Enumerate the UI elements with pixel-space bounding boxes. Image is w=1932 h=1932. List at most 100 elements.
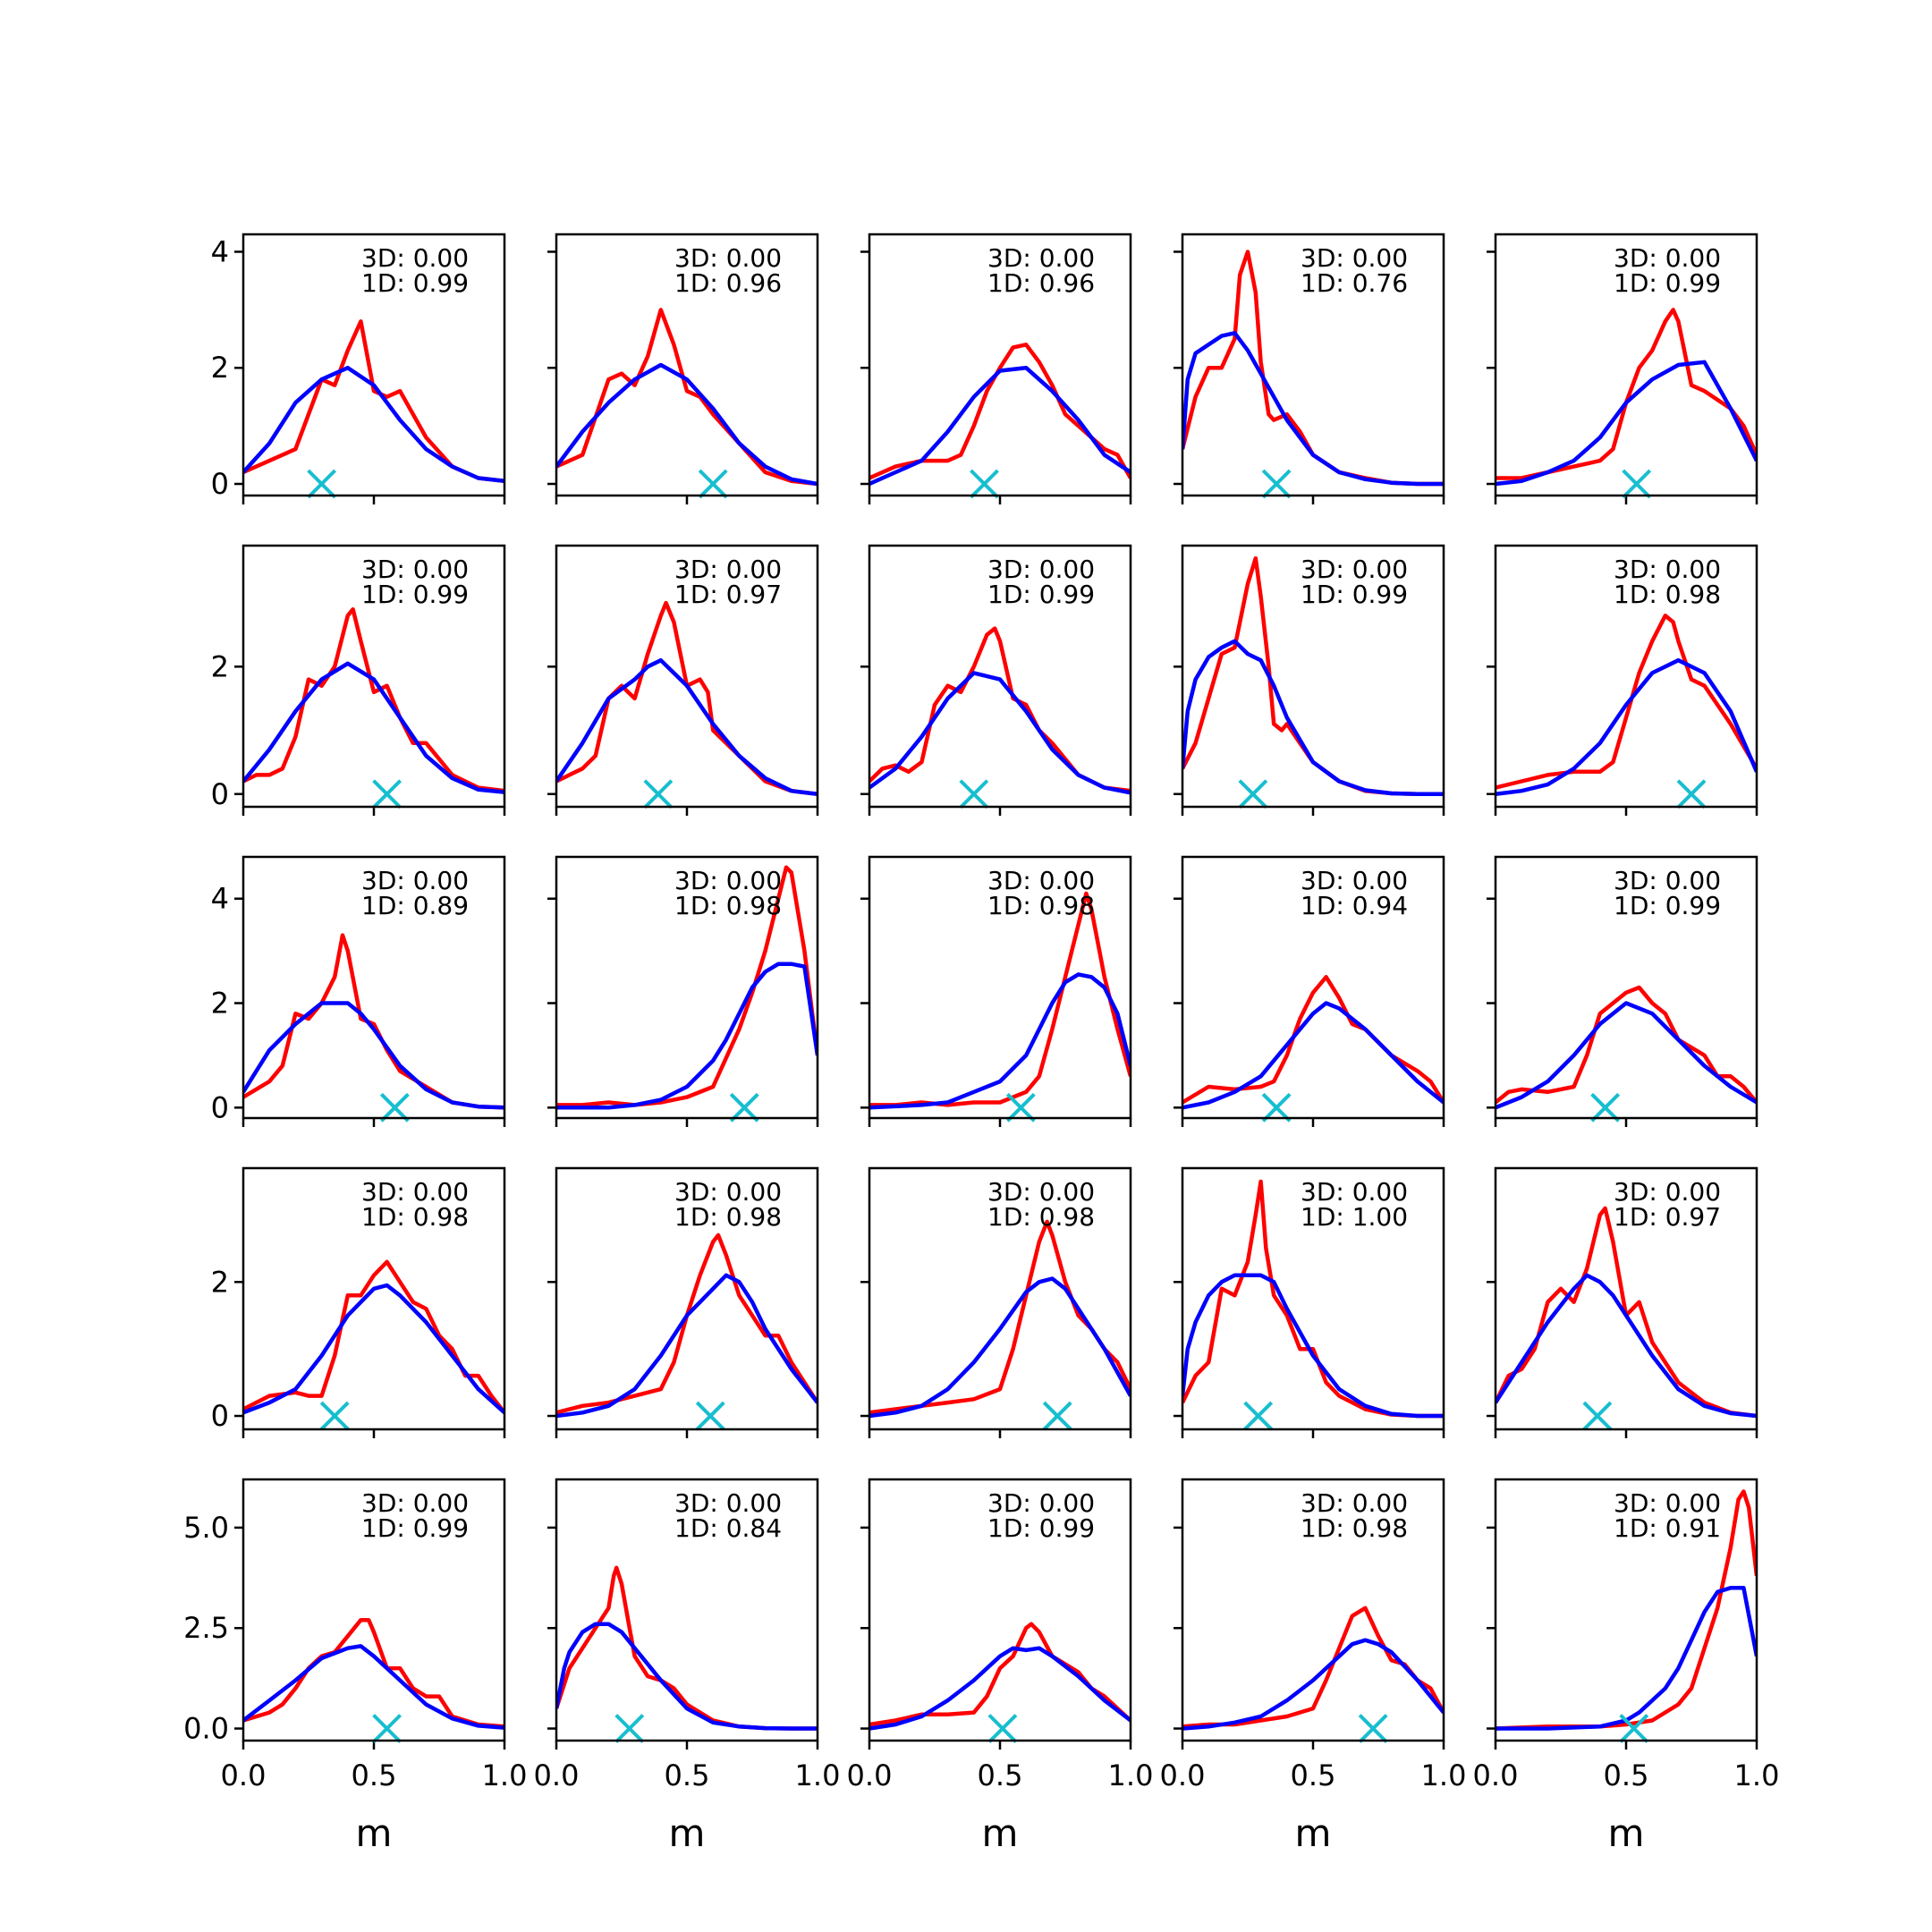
annotation-line: 1D: 0.99 (361, 1513, 469, 1543)
annotation-line: 1D: 0.84 (674, 1513, 782, 1543)
annotation-line: 3D: 0.00 (1614, 1488, 1721, 1518)
annotation-line: 1D: 0.99 (361, 580, 469, 609)
marker-x (372, 1714, 402, 1743)
blue-density-line (556, 657, 818, 797)
marker-stroke (1261, 469, 1292, 499)
red-density-line (1182, 975, 1444, 1105)
marker-x (307, 469, 337, 499)
marker-stroke (1261, 1092, 1292, 1123)
marker-x (1590, 1092, 1621, 1123)
axes-frame (242, 233, 506, 497)
red-density-line (243, 1617, 504, 1729)
annotation-line: 1D: 0.99 (1614, 268, 1721, 298)
blue-density-line (556, 1273, 818, 1419)
marker-x (1243, 1401, 1274, 1431)
marker-x (729, 1092, 759, 1123)
marker-x (695, 1401, 725, 1431)
annotation-line: 3D: 0.00 (674, 1177, 782, 1207)
y-tick-label: 0 (211, 467, 229, 501)
red-density-line (243, 606, 504, 793)
x-tick-label: 0.5 (352, 1758, 397, 1792)
marker-stroke (643, 779, 674, 809)
marker-stroke (970, 469, 999, 499)
marker-x (1238, 779, 1268, 809)
annotation-line: 1D: 0.99 (1614, 891, 1721, 920)
annotation-line: 3D: 0.00 (987, 243, 1095, 273)
blue-density-line (869, 972, 1131, 1110)
annotation-line: 1D: 0.98 (361, 1202, 469, 1232)
blue-density-line (869, 1646, 1131, 1731)
y-tick-label: 4 (211, 234, 229, 268)
blue-density-line (1182, 1273, 1444, 1419)
annotation-line: 3D: 0.00 (674, 243, 782, 273)
axes-frame (868, 1166, 1132, 1431)
x-tick-label: 0.5 (665, 1758, 710, 1792)
red-density-line (869, 891, 1131, 1107)
blue-density-line (1496, 657, 1757, 797)
annotation-line: 1D: 0.91 (1614, 1513, 1721, 1543)
annotation-line: 3D: 0.00 (674, 555, 782, 584)
y-tick-label: 4 (211, 882, 229, 916)
red-density-line (869, 1622, 1131, 1727)
y-tick-label: 5.0 (183, 1511, 229, 1545)
x-tick-label: 0.5 (978, 1758, 1023, 1792)
marker-x (372, 779, 402, 809)
x-tick-label: 0.5 (1291, 1758, 1336, 1792)
axes-frame (242, 1166, 506, 1431)
annotation-line: 1D: 0.99 (361, 268, 469, 298)
marker-x (643, 779, 674, 809)
x-tick-label: 0.0 (847, 1758, 893, 1792)
annotation-line: 1D: 0.97 (674, 580, 782, 609)
axes-frame (555, 233, 819, 497)
x-tick-label: 0.5 (1604, 1758, 1649, 1792)
blue-density-line (1496, 1273, 1757, 1419)
x-tick-label: 1.0 (795, 1758, 841, 1792)
x-axis-label: m (669, 1811, 706, 1855)
y-tick-label: 2 (211, 351, 229, 385)
marker-x (1358, 1714, 1388, 1743)
annotation-line: 1D: 0.89 (361, 891, 469, 920)
annotation-line: 3D: 0.00 (361, 243, 469, 273)
axes-frame (555, 544, 819, 809)
annotation-line: 3D: 0.00 (987, 1177, 1095, 1207)
annotation-line: 3D: 0.00 (1614, 555, 1721, 584)
marker-stroke (1358, 1714, 1388, 1743)
marker-stroke (1676, 779, 1707, 809)
axes-frame (868, 233, 1132, 497)
marker-x (319, 1401, 350, 1431)
red-density-line (243, 1259, 504, 1414)
marker-stroke (987, 1714, 1018, 1743)
annotation-line: 1D: 0.98 (674, 1202, 782, 1232)
marker-stroke (1590, 1092, 1621, 1123)
annotation-line: 3D: 0.00 (361, 866, 469, 895)
x-axis-label: m (1608, 1811, 1645, 1855)
y-tick-label: 2 (211, 987, 229, 1021)
x-tick-label: 1.0 (1421, 1758, 1467, 1792)
annotation-line: 3D: 0.00 (1301, 866, 1408, 895)
marker-x (698, 469, 728, 499)
annotation-line: 1D: 0.99 (1301, 580, 1408, 609)
marker-x (959, 779, 989, 809)
axes-frame (1181, 1478, 1445, 1742)
marker-x (1619, 1714, 1649, 1743)
marker-stroke (1005, 1092, 1036, 1123)
annotation-line: 1D: 0.98 (1301, 1513, 1408, 1543)
red-density-line (1496, 308, 1757, 480)
axes-frame (1181, 233, 1445, 497)
blue-density-line (1496, 360, 1757, 487)
annotation-line: 1D: 0.98 (1614, 580, 1721, 609)
axes-frame (555, 1478, 819, 1742)
axes-frame (868, 544, 1132, 809)
annotation-line: 3D: 0.00 (1614, 866, 1721, 895)
marker-stroke (319, 1401, 350, 1431)
